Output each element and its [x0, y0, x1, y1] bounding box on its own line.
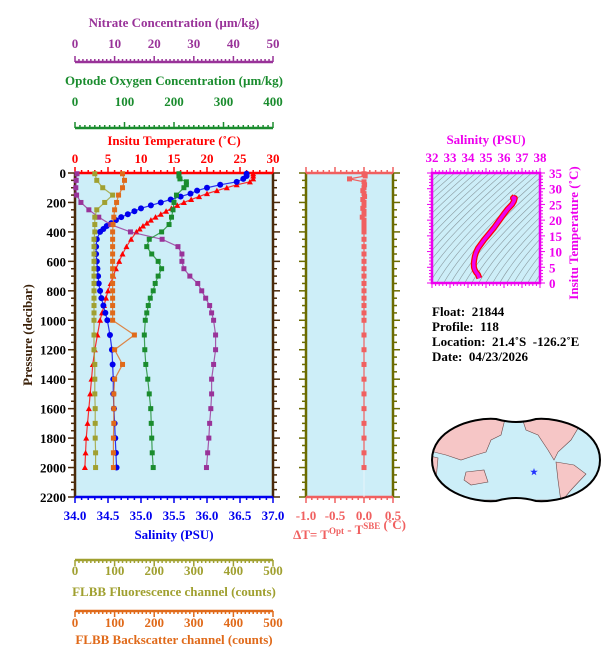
axis-tick-label: 0 [72, 36, 79, 51]
series-oxygen [141, 171, 189, 471]
ts-salinity-tick: 37 [516, 150, 530, 165]
axis-tick-label: 500 [263, 615, 283, 630]
ts-temp-tick: 15 [549, 229, 563, 244]
profile-number: Profile: 118 [432, 319, 499, 334]
axis-tick-label: 34.5 [97, 508, 120, 523]
axis-title: Insitu Temperature (˚C) [107, 133, 240, 148]
axis-tick-label: 0 [72, 151, 79, 166]
axis-tick-label: 50 [267, 36, 280, 51]
location: Location: 21.4˚S -126.2˚E [432, 334, 580, 349]
ts-temp-tick: 5 [549, 260, 556, 275]
pressure-tick-label: 1000 [40, 313, 66, 328]
axis-tick-label: 200 [164, 94, 184, 109]
axis-title: Salinity (PSU) [134, 527, 213, 542]
axis-tick-label: 40 [227, 36, 240, 51]
delta-t-plot-area [306, 173, 393, 497]
float-id: Float: 21844 [432, 304, 505, 319]
axis-tick-label: 37.0 [262, 508, 285, 523]
axis-tick-label: 20 [201, 151, 214, 166]
series-flbb-backscatter [110, 171, 137, 471]
series-flbb-fluorescence [91, 171, 116, 471]
axis-title: FLBB Backscatter channel (counts) [75, 632, 272, 647]
delta-t-tick-label: 0.5 [385, 508, 402, 523]
axis-tick-label: 30 [267, 151, 280, 166]
axis-tick-label: 10 [135, 151, 148, 166]
ts-salinity-tick: 33 [444, 150, 458, 165]
axis-tick-label: 10 [108, 36, 121, 51]
axis-tick-label: 34.0 [64, 508, 87, 523]
ts-plot-area [432, 173, 540, 283]
pressure-tick-label: 200 [47, 195, 67, 210]
axis-tick-label: 200 [144, 563, 164, 578]
axis-tick-label: 100 [105, 615, 125, 630]
axis-tick-label: 35.5 [163, 508, 186, 523]
ts-salinity-tick: 34 [462, 150, 476, 165]
axis-title: Nitrate Concentration (µm/kg) [89, 15, 260, 30]
pressure-tick-label: 1400 [40, 372, 66, 387]
pressure-axis-label: Pressure (decibar) [20, 284, 35, 386]
ts-salinity-tick: 38 [534, 150, 548, 165]
axis-tick-label: 0 [72, 94, 79, 109]
axis-tick-label: 36.5 [229, 508, 252, 523]
ts-temp-tick: 20 [549, 213, 562, 228]
axis-tick-label: 0 [72, 615, 79, 630]
ts-temp-tick: 30 [549, 182, 562, 197]
pressure-tick-label: 800 [47, 284, 67, 299]
delta-t-tick-label: -0.5 [325, 508, 346, 523]
delta-t-tick-label: 0.0 [356, 508, 372, 523]
ts-salinity-tick: 35 [480, 150, 494, 165]
pressure-tick-label: 0 [60, 166, 67, 181]
ts-temp-label: Insitu Temperature (˚C) [566, 166, 581, 299]
axis-tick-label: 400 [263, 94, 283, 109]
axis-tick-label: 0 [72, 563, 79, 578]
pressure-tick-label: 2000 [40, 461, 66, 476]
ts-temp-tick: 35 [549, 166, 563, 181]
pressure-tick-label: 600 [47, 254, 67, 269]
axis-tick-label: 35.0 [130, 508, 153, 523]
delta-t-tick-label: -1.0 [296, 508, 317, 523]
date: Date: 04/23/2026 [432, 349, 529, 364]
axis-tick-label: 400 [224, 563, 244, 578]
axis-tick-label: 300 [184, 563, 204, 578]
axis-tick-label: 30 [187, 36, 200, 51]
axis-tick-label: 100 [105, 563, 125, 578]
world-map [430, 417, 602, 503]
axis-tick-label: 25 [234, 151, 248, 166]
axis-tick-label: 300 [214, 94, 234, 109]
axis-tick-label: 15 [168, 151, 182, 166]
pressure-tick-label: 1600 [40, 402, 66, 417]
ts-salinity-tick: 32 [426, 150, 439, 165]
ts-temp-tick: 25 [549, 197, 563, 212]
axis-tick-label: 36.0 [196, 508, 219, 523]
axis-title: Optode Oxygen Concentration (µm/kg) [65, 73, 283, 88]
ts-salinity-label: Salinity (PSU) [446, 132, 525, 147]
axis-tick-label: 300 [184, 615, 204, 630]
ts-curve [472, 195, 517, 279]
axis-tick-label: 200 [144, 615, 164, 630]
axis-tick-label: 500 [263, 563, 283, 578]
pressure-tick-label: 1200 [40, 343, 66, 358]
series-delta-t [347, 171, 368, 471]
float-info: Float: 21844 Profile: 118 Location: 21.4… [432, 304, 579, 364]
pressure-tick-label: 2200 [40, 490, 66, 505]
pressure-tick-label: 1800 [40, 431, 66, 446]
axis-tick-label: 400 [224, 615, 244, 630]
ts-temp-tick: 0 [549, 276, 556, 291]
float-location-star-icon [530, 468, 538, 476]
axis-tick-label: 100 [115, 94, 135, 109]
axis-tick-label: 20 [148, 36, 161, 51]
ts-temp-tick: 10 [549, 245, 562, 260]
pressure-tick-label: 400 [47, 225, 67, 240]
ts-salinity-tick: 36 [498, 150, 512, 165]
axis-title: FLBB Fluorescence channel (counts) [72, 584, 276, 599]
main-plot-area [75, 173, 273, 497]
axis-tick-label: 5 [105, 151, 112, 166]
delta-t-axis-label: ΔT= TOpt - TSBE (˚C) [293, 517, 406, 542]
